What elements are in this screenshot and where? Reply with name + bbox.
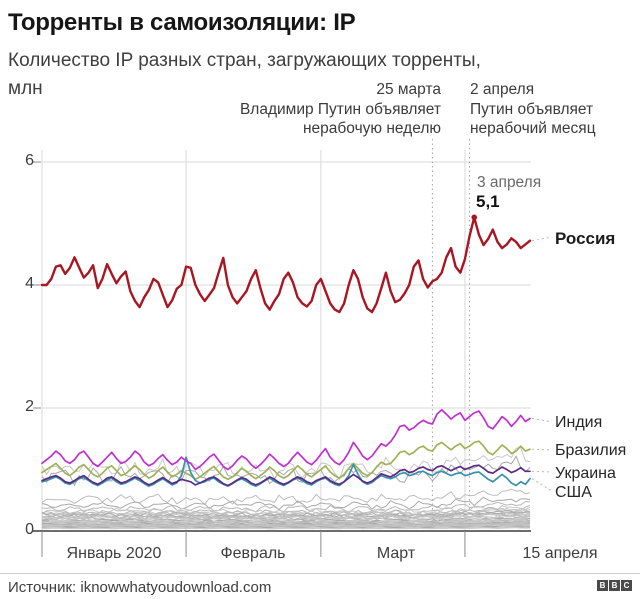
y-axis-tick-0: 0 [25,521,34,538]
bbc-logo-letter: B [597,580,608,591]
footer-divider [0,573,640,574]
chart-subtitle-unit: млн [8,78,43,99]
bbc-logo-letter: C [621,580,632,591]
series-line-other-country [41,488,531,506]
label-leader-line [531,417,553,423]
series-line-other-country [41,505,531,516]
series-label-brazil: Бразилия [555,442,627,459]
series-label-india: Индия [555,414,603,431]
label-leader-line [531,236,553,242]
x-axis-label-january: Январь 2020 [66,545,162,562]
annotation-march-25: 25 марта Владимир Путин объявляет нерабо… [239,81,441,137]
series-line-other-country [41,514,530,522]
series-line-Украина [41,464,531,487]
series-label-usa: США [555,484,592,501]
series-line-other-country [41,523,531,528]
label-leader-line [531,478,553,492]
source-credit: Источник: iknowwhatyoudownload.com [8,579,272,596]
annotation-april-2: 2 апреля Путин объявляет нерабочий месяц [470,81,596,137]
label-leader-line [531,448,553,451]
series-line-other-country [41,512,531,520]
peak-marker-dot [471,214,478,221]
x-axis-label-february: Февраль [220,545,286,562]
y-axis-tick-2: 2 [25,398,34,415]
peak-annotation-date: 3 апреля [477,174,542,191]
bbc-logo: B B C [597,580,632,591]
series-line-other-country [41,496,531,511]
y-axis-tick-4: 4 [25,275,34,292]
bbc-logo-letter: B [609,580,620,591]
series-line-other-country [41,513,531,522]
series-line-Россия [40,216,532,314]
x-axis-label-march: Март [376,545,416,562]
series-line-Индия [41,408,531,471]
y-axis-tick-6: 6 [25,152,34,169]
chart-subtitle: Количество IP разных стран, загружающих … [8,50,481,71]
series-line-other-country [41,520,531,525]
label-leader-line [531,470,553,473]
series-label-russia: Россия [555,229,616,248]
series-line-США [41,456,531,487]
x-axis-label-april-15: 15 апреля [522,545,598,562]
series-line-other-country [41,510,531,520]
series-line-Бразилия [41,440,531,481]
page-title: Торренты в самоизоляции: IP [8,9,356,36]
peak-annotation-value: 5,1 [476,192,500,211]
series-label-ukraine: Украина [555,465,616,482]
series-line-other-country [41,507,531,518]
series-line-other-country [42,527,531,530]
